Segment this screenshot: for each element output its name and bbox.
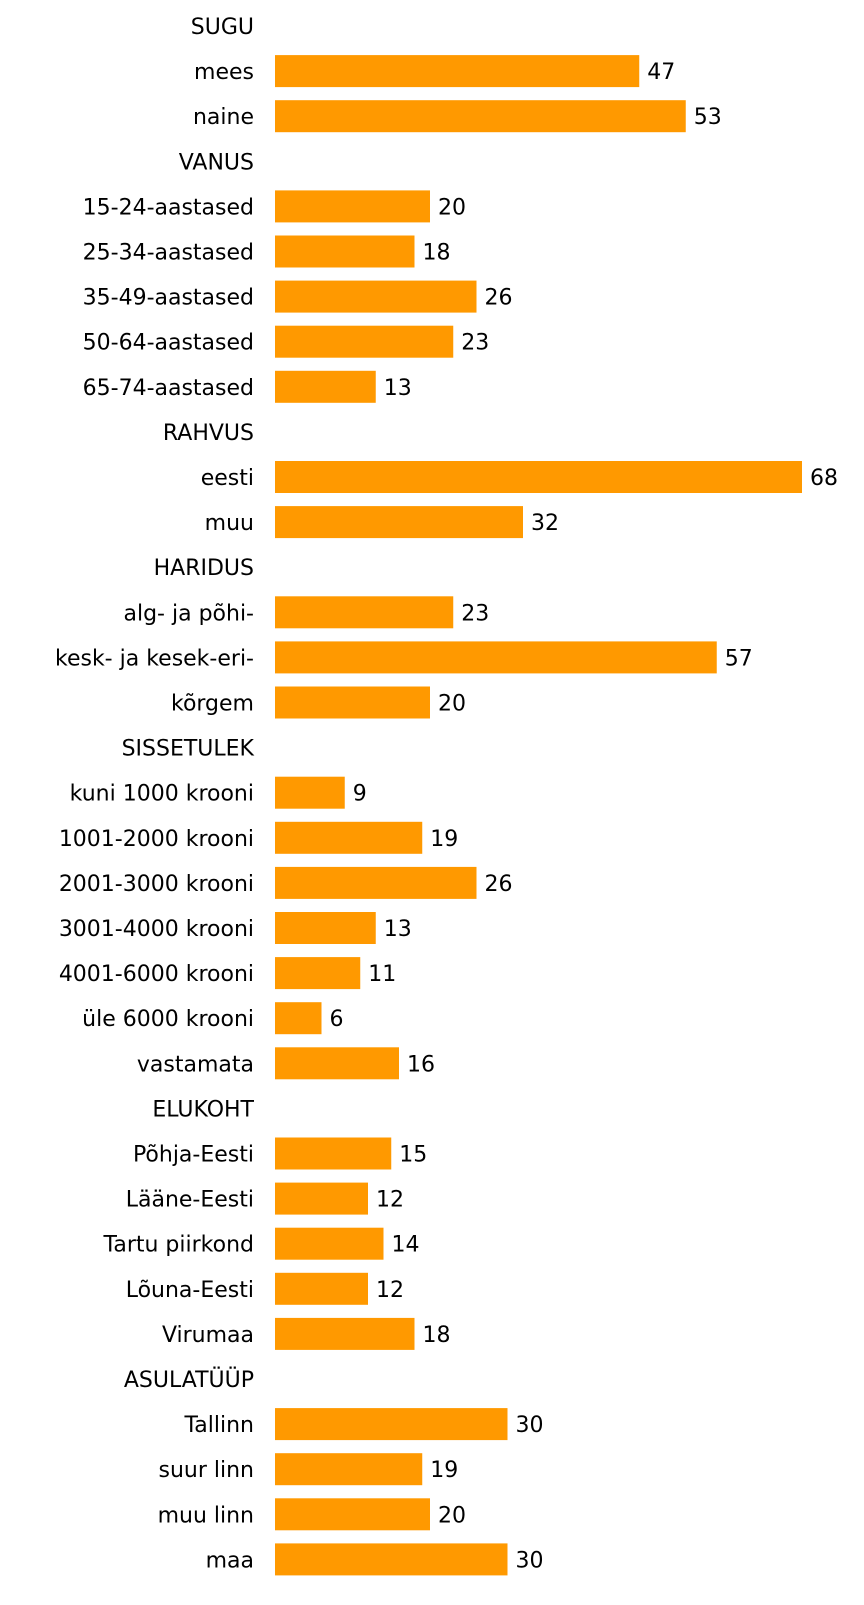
data-label: 30 [516,1413,544,1438]
group-heading: HARIDUS [154,556,254,581]
bar [275,596,454,629]
category-label: 35-49-aastased [83,286,254,311]
data-label: 15 [399,1143,427,1168]
data-label: 53 [694,105,722,130]
data-label: 9 [353,782,367,807]
bar [275,280,477,313]
bar [275,190,430,223]
data-label: 11 [368,962,396,987]
data-label: 26 [485,872,513,897]
category-label: 25-34-aastased [83,241,254,266]
bar [275,325,454,358]
data-label: 16 [407,1052,435,1077]
bar [275,1002,322,1035]
bar [275,866,477,899]
group-heading: ELUKOHT [152,1097,254,1122]
data-label: 47 [647,60,675,85]
bar [275,506,523,539]
data-label: 13 [384,917,412,942]
category-label: mees [194,60,254,85]
bar [275,1047,399,1080]
data-label: 13 [384,376,412,401]
bar [275,1408,508,1441]
data-label: 20 [438,195,466,220]
category-label: kõrgem [171,692,254,717]
category-label: Lääne-Eesti [126,1188,254,1213]
data-label: 18 [423,1323,451,1348]
group-heading: ASULATÜÜP [124,1367,254,1393]
bar [275,821,423,854]
category-label: suur linn [159,1458,255,1483]
data-label: 19 [430,1458,458,1483]
bar [275,641,717,674]
bar [275,1227,384,1260]
bar [275,1453,423,1486]
category-label: maa [206,1548,254,1573]
data-label: 14 [392,1233,420,1258]
category-label: 3001-4000 krooni [59,917,254,942]
data-label: 30 [516,1548,544,1573]
category-label: eesti [201,466,254,491]
bar [275,1543,508,1576]
category-label: Tartu piirkond [103,1233,254,1258]
bar [275,1182,368,1215]
chart-rows: SUGU mees 47 naine 53 VANUS 15-24-aastased 20 25… [55,15,838,1576]
bar [275,461,802,493]
bar [275,100,686,133]
bar [275,1272,368,1305]
data-label: 20 [438,1503,466,1528]
data-label: 20 [438,692,466,717]
category-label: Lõuna-Eesti [126,1278,254,1303]
category-label: Virumaa [162,1323,254,1348]
category-label: muu linn [158,1503,254,1528]
category-label: Põhja-Eesti [133,1143,254,1168]
category-label: vastamata [137,1052,254,1077]
bar [275,55,640,88]
category-label: üle 6000 krooni [82,1007,254,1032]
data-label: 68 [810,466,838,491]
category-label: naine [193,105,254,130]
bar [275,1498,430,1531]
category-label: 65-74-aastased [83,376,254,401]
category-label: 1001-2000 krooni [59,827,254,852]
bar [275,370,376,403]
category-label: kesk- ja kesek-eri- [55,646,254,671]
group-heading: VANUS [179,150,254,175]
bar [275,957,361,990]
bar [275,1137,392,1170]
group-heading: RAHVUS [163,421,254,446]
data-label: 32 [531,511,559,536]
data-label: 23 [461,331,489,356]
category-label: Tallinn [183,1413,254,1438]
bar [275,1317,415,1350]
category-label: muu [205,511,254,536]
data-label: 18 [423,241,451,266]
bar [275,686,430,719]
data-label: 12 [376,1188,404,1213]
bar [275,776,345,809]
category-label: 15-24-aastased [83,195,254,220]
category-label: kuni 1000 krooni [70,782,254,807]
category-label: alg- ja põhi- [124,601,255,626]
category-label: 4001-6000 krooni [59,962,254,987]
data-label: 6 [330,1007,344,1032]
group-heading: SISSETULEK [122,737,255,762]
bar [275,235,415,268]
data-label: 26 [485,286,513,311]
category-label: 50-64-aastased [83,331,254,356]
data-label: 57 [725,646,753,671]
bar [275,912,376,944]
data-label: 12 [376,1278,404,1303]
category-label: 2001-3000 krooni [59,872,254,897]
data-label: 19 [430,827,458,852]
data-label: 23 [461,601,489,626]
group-heading: SUGU [191,15,254,40]
